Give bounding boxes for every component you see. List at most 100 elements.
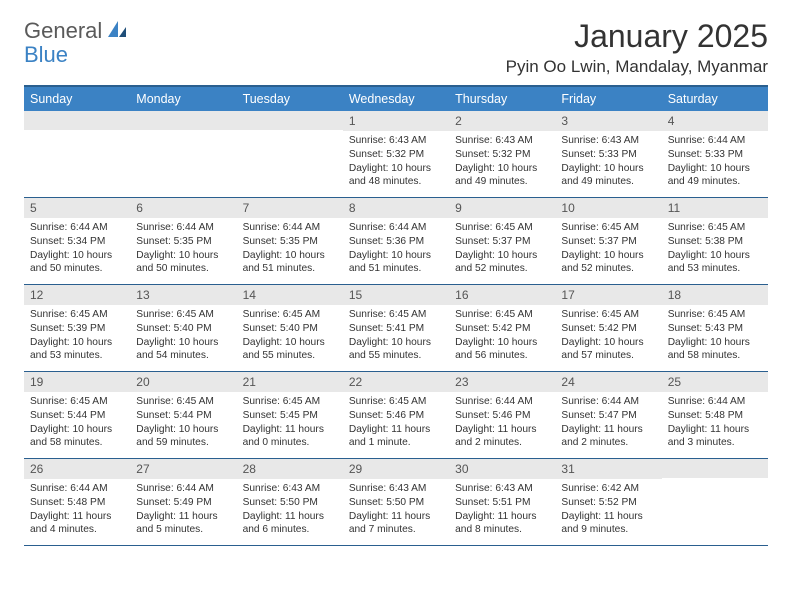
sunrise-text: Sunrise: 6:44 AM xyxy=(30,482,124,496)
daylight-text: Daylight: 10 hours and 53 minutes. xyxy=(30,336,124,364)
day-cell xyxy=(662,459,768,545)
weekday-header: Monday xyxy=(130,87,236,111)
day-body: Sunrise: 6:45 AMSunset: 5:42 PMDaylight:… xyxy=(449,305,555,369)
logo-sail-icon xyxy=(106,19,128,44)
day-body: Sunrise: 6:43 AMSunset: 5:51 PMDaylight:… xyxy=(449,479,555,543)
sunset-text: Sunset: 5:44 PM xyxy=(136,409,230,423)
sunrise-text: Sunrise: 6:45 AM xyxy=(243,308,337,322)
day-cell: 27Sunrise: 6:44 AMSunset: 5:49 PMDayligh… xyxy=(130,459,236,545)
sunset-text: Sunset: 5:41 PM xyxy=(349,322,443,336)
day-cell: 19Sunrise: 6:45 AMSunset: 5:44 PMDayligh… xyxy=(24,372,130,458)
sunrise-text: Sunrise: 6:45 AM xyxy=(30,308,124,322)
weeks-container: 1Sunrise: 6:43 AMSunset: 5:32 PMDaylight… xyxy=(24,111,768,546)
day-cell: 10Sunrise: 6:45 AMSunset: 5:37 PMDayligh… xyxy=(555,198,661,284)
day-cell: 20Sunrise: 6:45 AMSunset: 5:44 PMDayligh… xyxy=(130,372,236,458)
sunrise-text: Sunrise: 6:44 AM xyxy=(349,221,443,235)
daylight-text: Daylight: 11 hours and 7 minutes. xyxy=(349,510,443,538)
day-cell: 3Sunrise: 6:43 AMSunset: 5:33 PMDaylight… xyxy=(555,111,661,197)
daylight-text: Daylight: 10 hours and 56 minutes. xyxy=(455,336,549,364)
sunset-text: Sunset: 5:42 PM xyxy=(561,322,655,336)
sunset-text: Sunset: 5:37 PM xyxy=(455,235,549,249)
sunrise-text: Sunrise: 6:44 AM xyxy=(136,221,230,235)
day-cell: 8Sunrise: 6:44 AMSunset: 5:36 PMDaylight… xyxy=(343,198,449,284)
logo-text-blue: Blue xyxy=(24,42,68,67)
sunrise-text: Sunrise: 6:43 AM xyxy=(561,134,655,148)
sunset-text: Sunset: 5:44 PM xyxy=(30,409,124,423)
day-body xyxy=(24,130,130,190)
day-body: Sunrise: 6:43 AMSunset: 5:32 PMDaylight:… xyxy=(343,131,449,195)
sunrise-text: Sunrise: 6:44 AM xyxy=(455,395,549,409)
day-body: Sunrise: 6:45 AMSunset: 5:44 PMDaylight:… xyxy=(24,392,130,456)
day-number: 27 xyxy=(130,459,236,479)
day-number: 8 xyxy=(343,198,449,218)
weekday-header: Thursday xyxy=(449,87,555,111)
daylight-text: Daylight: 10 hours and 58 minutes. xyxy=(30,423,124,451)
daylight-text: Daylight: 11 hours and 2 minutes. xyxy=(455,423,549,451)
sunrise-text: Sunrise: 6:45 AM xyxy=(455,308,549,322)
sunset-text: Sunset: 5:34 PM xyxy=(30,235,124,249)
day-number: 19 xyxy=(24,372,130,392)
page-header: General January 2025 Pyin Oo Lwin, Manda… xyxy=(24,18,768,77)
day-number: 9 xyxy=(449,198,555,218)
day-body: Sunrise: 6:45 AMSunset: 5:40 PMDaylight:… xyxy=(237,305,343,369)
daylight-text: Daylight: 10 hours and 51 minutes. xyxy=(349,249,443,277)
sunrise-text: Sunrise: 6:45 AM xyxy=(561,308,655,322)
day-body: Sunrise: 6:42 AMSunset: 5:52 PMDaylight:… xyxy=(555,479,661,543)
day-number: 24 xyxy=(555,372,661,392)
sunrise-text: Sunrise: 6:45 AM xyxy=(668,221,762,235)
weekday-header: Wednesday xyxy=(343,87,449,111)
daylight-text: Daylight: 10 hours and 48 minutes. xyxy=(349,162,443,190)
sunset-text: Sunset: 5:39 PM xyxy=(30,322,124,336)
day-body: Sunrise: 6:44 AMSunset: 5:49 PMDaylight:… xyxy=(130,479,236,543)
sunrise-text: Sunrise: 6:45 AM xyxy=(243,395,337,409)
day-cell: 25Sunrise: 6:44 AMSunset: 5:48 PMDayligh… xyxy=(662,372,768,458)
sunset-text: Sunset: 5:33 PM xyxy=(668,148,762,162)
daylight-text: Daylight: 10 hours and 51 minutes. xyxy=(243,249,337,277)
day-body: Sunrise: 6:44 AMSunset: 5:35 PMDaylight:… xyxy=(237,218,343,282)
daylight-text: Daylight: 11 hours and 0 minutes. xyxy=(243,423,337,451)
day-cell xyxy=(24,111,130,197)
weekday-header: Friday xyxy=(555,87,661,111)
sunrise-text: Sunrise: 6:44 AM xyxy=(561,395,655,409)
daylight-text: Daylight: 11 hours and 3 minutes. xyxy=(668,423,762,451)
day-number: 2 xyxy=(449,111,555,131)
day-cell: 15Sunrise: 6:45 AMSunset: 5:41 PMDayligh… xyxy=(343,285,449,371)
daylight-text: Daylight: 11 hours and 4 minutes. xyxy=(30,510,124,538)
day-body: Sunrise: 6:45 AMSunset: 5:46 PMDaylight:… xyxy=(343,392,449,456)
logo-text-general: General xyxy=(24,18,102,44)
sunset-text: Sunset: 5:49 PM xyxy=(136,496,230,510)
day-body: Sunrise: 6:44 AMSunset: 5:48 PMDaylight:… xyxy=(662,392,768,456)
day-body: Sunrise: 6:44 AMSunset: 5:34 PMDaylight:… xyxy=(24,218,130,282)
daylight-text: Daylight: 10 hours and 50 minutes. xyxy=(30,249,124,277)
day-number: 28 xyxy=(237,459,343,479)
daylight-text: Daylight: 11 hours and 6 minutes. xyxy=(243,510,337,538)
day-cell: 21Sunrise: 6:45 AMSunset: 5:45 PMDayligh… xyxy=(237,372,343,458)
sunset-text: Sunset: 5:37 PM xyxy=(561,235,655,249)
day-cell: 6Sunrise: 6:44 AMSunset: 5:35 PMDaylight… xyxy=(130,198,236,284)
day-cell: 28Sunrise: 6:43 AMSunset: 5:50 PMDayligh… xyxy=(237,459,343,545)
day-number: 10 xyxy=(555,198,661,218)
sunset-text: Sunset: 5:52 PM xyxy=(561,496,655,510)
day-number: 5 xyxy=(24,198,130,218)
sunrise-text: Sunrise: 6:43 AM xyxy=(349,482,443,496)
day-cell: 18Sunrise: 6:45 AMSunset: 5:43 PMDayligh… xyxy=(662,285,768,371)
day-body: Sunrise: 6:45 AMSunset: 5:40 PMDaylight:… xyxy=(130,305,236,369)
daylight-text: Daylight: 11 hours and 9 minutes. xyxy=(561,510,655,538)
week-row: 19Sunrise: 6:45 AMSunset: 5:44 PMDayligh… xyxy=(24,372,768,459)
day-number: 21 xyxy=(237,372,343,392)
day-number: 26 xyxy=(24,459,130,479)
day-number: 11 xyxy=(662,198,768,218)
day-number: 7 xyxy=(237,198,343,218)
day-cell: 4Sunrise: 6:44 AMSunset: 5:33 PMDaylight… xyxy=(662,111,768,197)
day-body: Sunrise: 6:45 AMSunset: 5:39 PMDaylight:… xyxy=(24,305,130,369)
day-body: Sunrise: 6:43 AMSunset: 5:32 PMDaylight:… xyxy=(449,131,555,195)
day-number: 1 xyxy=(343,111,449,131)
daylight-text: Daylight: 10 hours and 49 minutes. xyxy=(561,162,655,190)
sunrise-text: Sunrise: 6:42 AM xyxy=(561,482,655,496)
day-cell: 9Sunrise: 6:45 AMSunset: 5:37 PMDaylight… xyxy=(449,198,555,284)
sunrise-text: Sunrise: 6:44 AM xyxy=(243,221,337,235)
day-cell: 30Sunrise: 6:43 AMSunset: 5:51 PMDayligh… xyxy=(449,459,555,545)
day-number: 6 xyxy=(130,198,236,218)
day-number: 31 xyxy=(555,459,661,479)
day-cell: 12Sunrise: 6:45 AMSunset: 5:39 PMDayligh… xyxy=(24,285,130,371)
